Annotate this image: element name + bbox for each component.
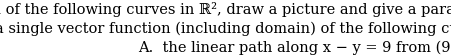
Text: tion using a single vector function (including domain) of the following curves i: tion using a single vector function (inc… xyxy=(0,21,451,35)
Text: For each of the following curves in ℝ², draw a picture and give a parametriza-: For each of the following curves in ℝ², … xyxy=(0,2,451,16)
Text: A.  the linear path along x − y = 9 from (9, 0) to (5, −4).: A. the linear path along x − y = 9 from … xyxy=(138,40,451,54)
